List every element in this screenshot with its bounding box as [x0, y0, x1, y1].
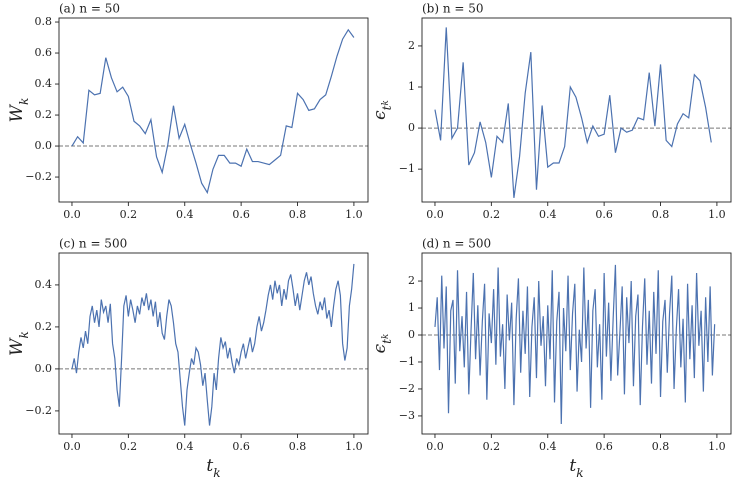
y-tick-label: 0.6 [35, 46, 53, 59]
label-part: k [381, 100, 391, 105]
x-tick-label: 0.0 [426, 440, 444, 453]
y-tick-label: 0 [408, 121, 415, 134]
panel-title: (c) n = 500 [59, 237, 127, 251]
y-axis-label: Wk [7, 98, 31, 123]
y-axis-label: Wk [7, 331, 31, 356]
label-part: W [7, 337, 27, 356]
x-tick-label: 0.8 [289, 208, 307, 221]
axes-frame [58, 17, 369, 203]
x-tick-label: 0.4 [539, 440, 557, 453]
label-part: W [7, 103, 27, 122]
data-line [434, 27, 712, 198]
label-part: k [381, 334, 391, 339]
x-tick-label: 0.6 [232, 208, 250, 221]
axes-frame [421, 252, 732, 435]
x-tick-label: 0.2 [120, 440, 138, 453]
panel-title: (b) n = 50 [422, 2, 484, 16]
y-tick-label: 0.0 [35, 362, 53, 375]
x-tick-label: 0.4 [176, 208, 194, 221]
label-part: ϵ [370, 343, 390, 353]
label-part: k [213, 466, 220, 480]
x-tick-label: 0.0 [426, 208, 444, 221]
y-tick-label: 0.8 [35, 15, 53, 28]
x-tick-label: 0.2 [483, 208, 501, 221]
y-tick-label: 1 [408, 301, 415, 314]
y-tick-label: 1 [408, 80, 415, 93]
x-axis-label: tk [206, 456, 220, 480]
x-tick-label: 0.6 [595, 440, 613, 453]
data-line [71, 263, 355, 426]
x-tick-label: 1.0 [345, 208, 363, 221]
y-tick-label: −3 [399, 409, 415, 422]
y-tick-label: −1 [399, 162, 415, 175]
x-tick-label: 0.2 [120, 208, 138, 221]
y-tick-label: −0.2 [25, 404, 52, 417]
label-part: k [17, 98, 31, 105]
x-tick-label: 1.0 [708, 208, 726, 221]
label-part: t [380, 339, 394, 344]
x-tick-label: 0.6 [232, 440, 250, 453]
axes-frame [58, 252, 369, 435]
y-tick-label: −1 [399, 355, 415, 368]
y-tick-label: 2 [408, 274, 415, 287]
x-tick-label: 0.6 [595, 208, 613, 221]
label-part: ϵ [370, 110, 390, 120]
x-tick-label: 0.0 [63, 208, 81, 221]
y-tick-label: 0.2 [35, 320, 53, 333]
x-tick-label: 0.8 [652, 208, 670, 221]
axes-frame [421, 17, 732, 203]
x-tick-label: 1.0 [708, 440, 726, 453]
y-tick-label: 0 [408, 328, 415, 341]
y-tick-label: −2 [399, 382, 415, 395]
label-part: k [576, 466, 583, 480]
x-tick-label: 0.0 [63, 440, 81, 453]
x-tick-label: 0.8 [652, 440, 670, 453]
label-part: k [17, 331, 31, 338]
x-tick-label: 0.4 [539, 208, 557, 221]
x-axis-label: tk [569, 456, 583, 480]
x-tick-label: 0.2 [483, 440, 501, 453]
panel-title: (d) n = 500 [422, 237, 491, 251]
y-tick-label: 0.4 [35, 278, 53, 291]
x-tick-label: 0.4 [176, 440, 194, 453]
label-part: t [206, 456, 213, 476]
x-tick-label: 0.8 [289, 440, 307, 453]
y-tick-label: 0.4 [35, 77, 53, 90]
y-axis-label: ϵtk [370, 100, 394, 120]
data-line [434, 264, 716, 425]
y-tick-label: −0.2 [25, 170, 52, 183]
y-tick-label: 0.0 [35, 139, 53, 152]
y-tick-label: 0.2 [35, 108, 53, 121]
x-tick-label: 1.0 [345, 440, 363, 453]
y-axis-label: ϵtk [370, 334, 394, 354]
label-part: t [380, 105, 394, 110]
label-part: t [569, 456, 576, 476]
y-tick-label: 2 [408, 39, 415, 52]
data-line [71, 28, 355, 195]
panel-title: (a) n = 50 [59, 2, 120, 16]
